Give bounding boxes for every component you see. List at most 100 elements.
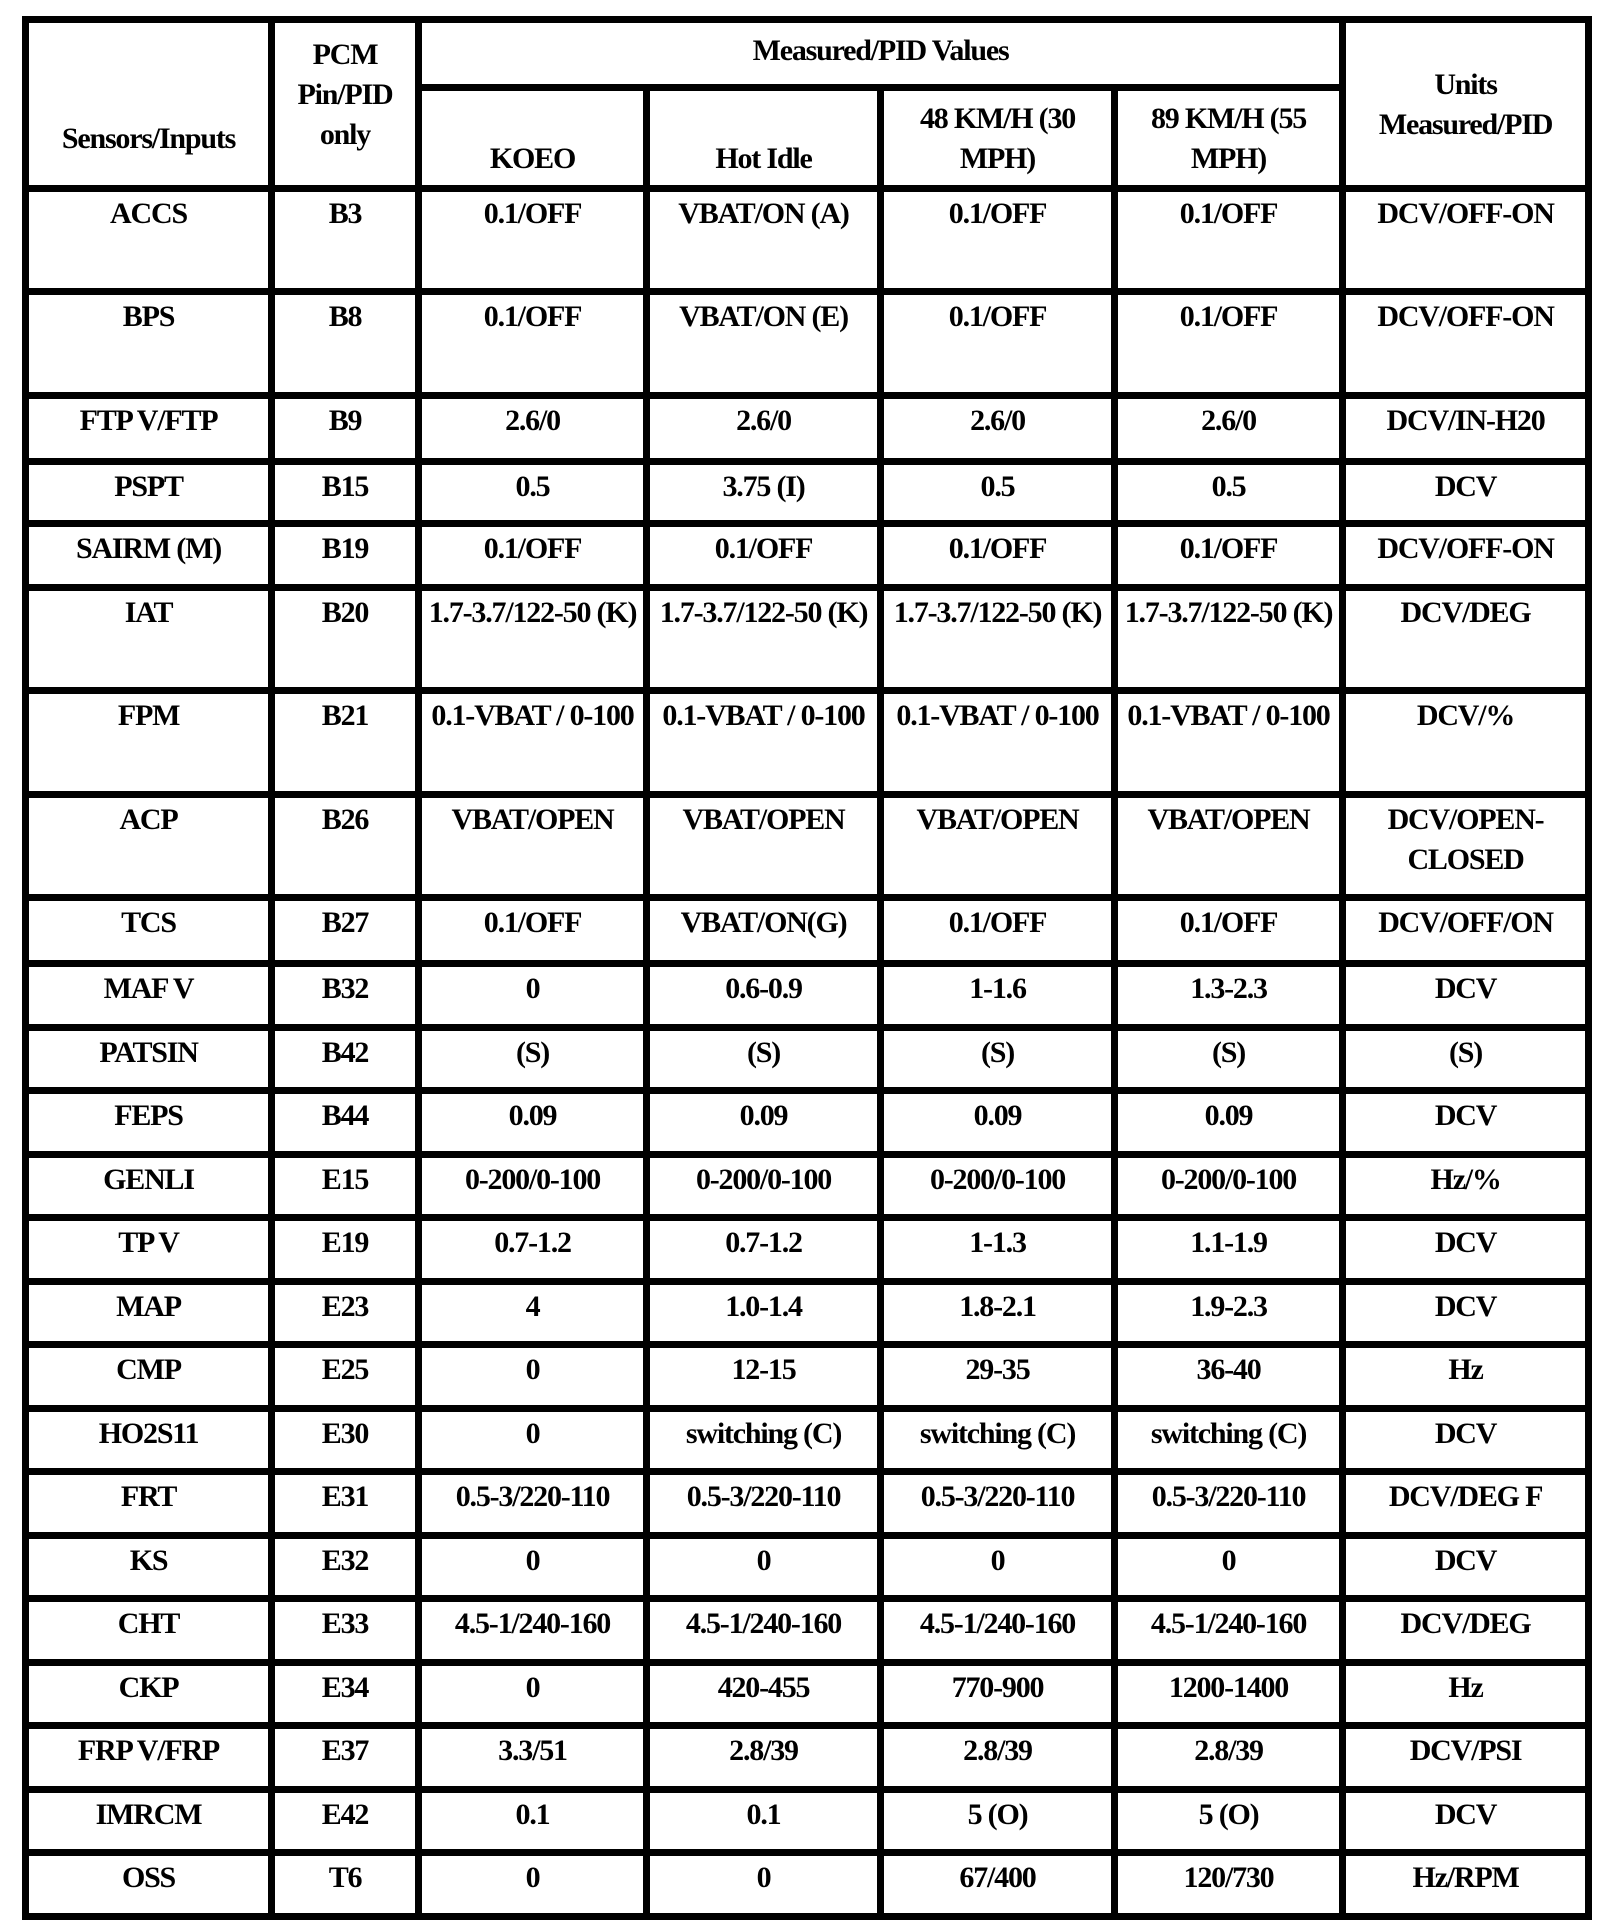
table-row: FRP V/FRP E37 3.3/51 2.8/39 2.8/39 2.8/39 DCV/… bbox=[29, 1729, 1586, 1786]
koeo-cell: 0 bbox=[422, 1348, 643, 1405]
48kmh-cell: 0.1/OFF bbox=[884, 192, 1111, 288]
koeo-cell: 0.5 bbox=[422, 465, 643, 520]
table-row: IAT B20 1.7-3.7/122-50 (K) 1.7-3.7/122-50 (… bbox=[29, 591, 1586, 687]
89kmh-cell: switching (C) bbox=[1118, 1411, 1340, 1468]
units-cell: DCV/PSI bbox=[1346, 1729, 1586, 1786]
hot-idle-cell: 0.1-VBAT / 0-100 bbox=[650, 694, 877, 791]
table-row: KS E32 0 0 0 0 DCV bbox=[29, 1538, 1586, 1595]
sensor-cell: FEPS bbox=[29, 1094, 268, 1151]
48kmh-cell: 67/400 bbox=[884, 1856, 1111, 1913]
koeo-cell: 0-200/0-100 bbox=[422, 1157, 643, 1214]
pin-cell: E37 bbox=[275, 1729, 415, 1786]
pin-cell: B19 bbox=[275, 527, 415, 584]
sensor-cell: IAT bbox=[29, 591, 268, 687]
koeo-cell: 0 bbox=[422, 1411, 643, 1468]
48kmh-cell: 0.5 bbox=[884, 465, 1111, 520]
koeo-cell: 0 bbox=[422, 1665, 643, 1722]
89kmh-cell: 1.9-2.3 bbox=[1118, 1284, 1340, 1341]
89kmh-cell: 2.6/0 bbox=[1118, 399, 1340, 458]
pin-cell: B15 bbox=[275, 465, 415, 520]
header-measured: Measured/PID Values bbox=[422, 23, 1340, 84]
units-cell: DCV/OFF-ON bbox=[1346, 527, 1586, 584]
48kmh-cell: 0.5-3/220-110 bbox=[884, 1475, 1111, 1532]
hot-idle-cell: 2.6/0 bbox=[650, 399, 877, 458]
hot-idle-cell: VBAT/ON (E) bbox=[650, 295, 877, 392]
units-cell: (S) bbox=[1346, 1030, 1586, 1087]
hot-idle-cell: 0.1/OFF bbox=[650, 527, 877, 584]
koeo-cell: 4 bbox=[422, 1284, 643, 1341]
hot-idle-cell: 0.7-1.2 bbox=[650, 1221, 877, 1278]
table-row: ACCS B3 0.1/OFF VBAT/ON (A) 0.1/OFF 0.1/OFF DC… bbox=[29, 192, 1586, 288]
48kmh-cell: (S) bbox=[884, 1030, 1111, 1087]
hot-idle-cell: 4.5-1/240-160 bbox=[650, 1602, 877, 1659]
table-row: IMRCM E42 0.1 0.1 5 (O) 5 (O) DCV bbox=[29, 1792, 1586, 1849]
table-row: FRT E31 0.5-3/220-110 0.5-3/220-110 0.5-3/22… bbox=[29, 1475, 1586, 1532]
pin-cell: B9 bbox=[275, 399, 415, 458]
units-cell: Hz bbox=[1346, 1348, 1586, 1405]
pin-cell: E34 bbox=[275, 1665, 415, 1722]
89kmh-cell: 0.1-VBAT / 0-100 bbox=[1118, 694, 1340, 791]
sensor-cell: PSPT bbox=[29, 465, 268, 520]
48kmh-cell: 2.8/39 bbox=[884, 1729, 1111, 1786]
hot-idle-cell: switching (C) bbox=[650, 1411, 877, 1468]
units-cell: DCV/DEG bbox=[1346, 591, 1586, 687]
header-89kmh: 89 KM/H (55 MPH) bbox=[1118, 91, 1340, 185]
header-sensors: Sensors/Inputs bbox=[29, 23, 268, 185]
89kmh-cell: 5 (O) bbox=[1118, 1792, 1340, 1849]
89kmh-cell: 1.1-1.9 bbox=[1118, 1221, 1340, 1278]
89kmh-cell: 0.1/OFF bbox=[1118, 295, 1340, 392]
89kmh-cell: 1.7-3.7/122-50 (K) bbox=[1118, 591, 1340, 687]
koeo-cell: 0.1/OFF bbox=[422, 295, 643, 392]
pin-cell: B32 bbox=[275, 967, 415, 1024]
units-cell: DCV bbox=[1346, 1538, 1586, 1595]
koeo-cell: 0.1/OFF bbox=[422, 192, 643, 288]
koeo-cell: 0.1-VBAT / 0-100 bbox=[422, 694, 643, 791]
pin-cell: E30 bbox=[275, 1411, 415, 1468]
48kmh-cell: 1.7-3.7/122-50 (K) bbox=[884, 591, 1111, 687]
table-row: FTP V/FTP B9 2.6/0 2.6/0 2.6/0 2.6/0 DCV/IN-H2… bbox=[29, 399, 1586, 458]
48kmh-cell: 0.1-VBAT / 0-100 bbox=[884, 694, 1111, 791]
48kmh-cell: 770-900 bbox=[884, 1665, 1111, 1722]
sensor-cell: ACCS bbox=[29, 192, 268, 288]
hot-idle-cell: 0.09 bbox=[650, 1094, 877, 1151]
48kmh-cell: 4.5-1/240-160 bbox=[884, 1602, 1111, 1659]
table-row: GENLI E15 0-200/0-100 0-200/0-100 0-200/0-10… bbox=[29, 1157, 1586, 1214]
sensor-cell: TCS bbox=[29, 901, 268, 960]
koeo-cell: (S) bbox=[422, 1030, 643, 1087]
table-row: FEPS B44 0.09 0.09 0.09 0.09 DCV bbox=[29, 1094, 1586, 1151]
table-row: CKP E34 0 420-455 770-900 1200-1400 Hz bbox=[29, 1665, 1586, 1722]
pin-cell: B44 bbox=[275, 1094, 415, 1151]
sensor-cell: KS bbox=[29, 1538, 268, 1595]
table-row: FPM B21 0.1-VBAT / 0-100 0.1-VBAT / 0-100 0.… bbox=[29, 694, 1586, 791]
koeo-cell: 1.7-3.7/122-50 (K) bbox=[422, 591, 643, 687]
koeo-cell: 0 bbox=[422, 1856, 643, 1913]
hot-idle-cell: VBAT/ON(G) bbox=[650, 901, 877, 960]
89kmh-cell: 1200-1400 bbox=[1118, 1665, 1340, 1722]
units-cell: DCV/OFF-ON bbox=[1346, 295, 1586, 392]
89kmh-cell: 0.5 bbox=[1118, 465, 1340, 520]
hot-idle-cell: 1.7-3.7/122-50 (K) bbox=[650, 591, 877, 687]
table-row: CMP E25 0 12-15 29-35 36-40 Hz bbox=[29, 1348, 1586, 1405]
pin-cell: E25 bbox=[275, 1348, 415, 1405]
header-pin: PCM Pin/PID only bbox=[275, 23, 415, 185]
48kmh-cell: switching (C) bbox=[884, 1411, 1111, 1468]
sensor-cell: FRP V/FRP bbox=[29, 1729, 268, 1786]
header-hot-idle: Hot Idle bbox=[650, 91, 877, 185]
sensor-cell: TP V bbox=[29, 1221, 268, 1278]
header-row: Sensors/Inputs PCM Pin/PID only Measured… bbox=[29, 23, 1586, 185]
units-cell: DCV/OFF/ON bbox=[1346, 901, 1586, 960]
sensor-cell: GENLI bbox=[29, 1157, 268, 1214]
48kmh-cell: 0.1/OFF bbox=[884, 527, 1111, 584]
units-cell: DCV bbox=[1346, 1284, 1586, 1341]
48kmh-cell: 1.8-2.1 bbox=[884, 1284, 1111, 1341]
sensor-cell: HO2S11 bbox=[29, 1411, 268, 1468]
hot-idle-cell: 0.6-0.9 bbox=[650, 967, 877, 1024]
table-row: TCS B27 0.1/OFF VBAT/ON(G) 0.1/OFF 0.1/OFF DCV… bbox=[29, 901, 1586, 960]
sensor-cell: IMRCM bbox=[29, 1792, 268, 1849]
pin-cell: E19 bbox=[275, 1221, 415, 1278]
table-row: OSS T6 0 0 67/400 120/730 Hz/RPM bbox=[29, 1856, 1586, 1913]
89kmh-cell: 0-200/0-100 bbox=[1118, 1157, 1340, 1214]
table-row: CHT E33 4.5-1/240-160 4.5-1/240-160 4.5-1/24… bbox=[29, 1602, 1586, 1659]
48kmh-cell: 0.1/OFF bbox=[884, 295, 1111, 392]
hot-idle-cell: 0 bbox=[650, 1856, 877, 1913]
